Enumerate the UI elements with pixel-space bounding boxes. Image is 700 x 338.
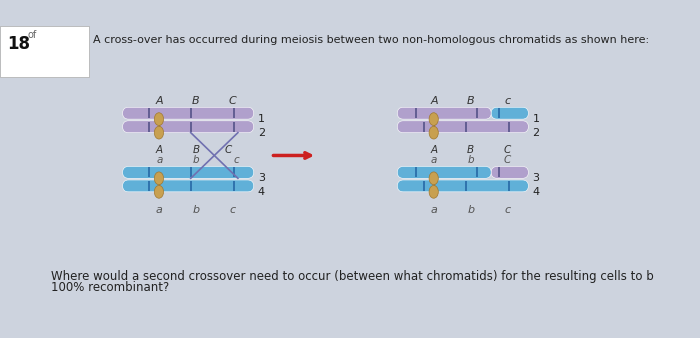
FancyBboxPatch shape [491, 107, 528, 119]
Ellipse shape [429, 186, 438, 198]
Text: B: B [467, 96, 475, 106]
FancyBboxPatch shape [398, 180, 528, 192]
Bar [508, 122, 510, 132]
Ellipse shape [154, 172, 164, 185]
Bar [233, 181, 235, 191]
Ellipse shape [429, 113, 438, 125]
Ellipse shape [154, 126, 164, 139]
Text: 2: 2 [258, 128, 265, 138]
Ellipse shape [154, 113, 164, 125]
FancyBboxPatch shape [491, 166, 528, 178]
Bar [476, 108, 478, 118]
Ellipse shape [154, 186, 164, 198]
Bar [190, 108, 192, 118]
Bar [148, 181, 150, 191]
Bar [148, 122, 150, 132]
Text: 3: 3 [258, 173, 265, 183]
Bar [190, 122, 192, 132]
Bar [465, 122, 467, 132]
Bar [233, 167, 235, 177]
Text: 3: 3 [533, 173, 540, 183]
Text: a: a [430, 204, 438, 215]
FancyBboxPatch shape [122, 107, 253, 119]
Bar [190, 167, 192, 177]
Text: A: A [430, 96, 438, 106]
Bar [498, 167, 500, 177]
Text: a: a [156, 155, 162, 165]
FancyBboxPatch shape [0, 26, 89, 77]
Text: c: c [234, 155, 240, 165]
Text: A: A [430, 145, 438, 154]
Text: A: A [155, 145, 163, 154]
Bar [508, 181, 510, 191]
Text: c: c [230, 204, 236, 215]
Ellipse shape [429, 126, 438, 139]
Bar [148, 108, 150, 118]
Text: b: b [467, 204, 475, 215]
Text: a: a [431, 155, 438, 165]
Text: 4: 4 [533, 187, 540, 197]
Text: a: a [156, 204, 162, 215]
FancyBboxPatch shape [122, 121, 253, 132]
Bar [233, 122, 235, 132]
Text: of: of [27, 30, 36, 40]
Text: C: C [225, 145, 232, 154]
FancyBboxPatch shape [398, 121, 528, 132]
Text: 18: 18 [7, 34, 30, 53]
Text: B: B [193, 96, 200, 106]
Bar [415, 167, 417, 177]
Text: B: B [467, 145, 475, 154]
Bar [498, 108, 500, 118]
Text: 1: 1 [533, 114, 540, 124]
Text: c: c [505, 204, 510, 215]
Bar [415, 108, 417, 118]
Bar [465, 181, 467, 191]
FancyBboxPatch shape [398, 107, 491, 119]
Text: c: c [505, 96, 510, 106]
Bar [423, 122, 425, 132]
Text: A: A [155, 96, 163, 106]
Text: C: C [229, 96, 237, 106]
Text: C: C [504, 145, 511, 154]
Text: 100% recombinant?: 100% recombinant? [50, 282, 169, 294]
FancyBboxPatch shape [398, 166, 491, 178]
Bar [476, 167, 478, 177]
Bar [233, 108, 235, 118]
Text: 2: 2 [533, 128, 540, 138]
Text: B: B [193, 145, 200, 154]
Text: A cross-over has occurred during meiosis between two non-homologous chromatids a: A cross-over has occurred during meiosis… [93, 34, 649, 45]
Bar [190, 181, 192, 191]
Bar [423, 181, 425, 191]
Text: b: b [193, 204, 200, 215]
Text: Where would a second crossover need to occur (between what chromatids) for the r: Where would a second crossover need to o… [50, 270, 654, 283]
FancyBboxPatch shape [122, 180, 253, 192]
Text: 1: 1 [258, 114, 265, 124]
Text: 4: 4 [258, 187, 265, 197]
Text: b: b [468, 155, 474, 165]
FancyBboxPatch shape [122, 166, 253, 178]
Text: b: b [193, 155, 200, 165]
Ellipse shape [429, 172, 438, 185]
Bar [148, 167, 150, 177]
Text: C: C [504, 155, 511, 165]
